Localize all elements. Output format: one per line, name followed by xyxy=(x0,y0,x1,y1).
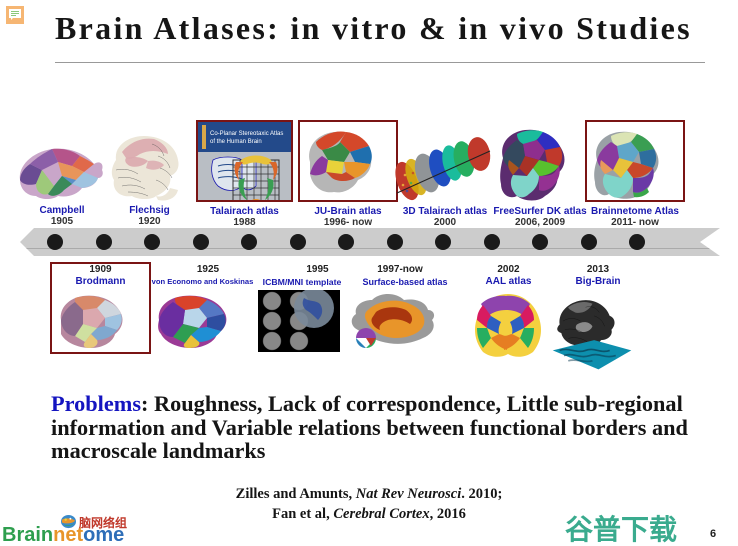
svg-text:Co-Planar Stereotaxic Atlas: Co-Planar Stereotaxic Atlas xyxy=(210,131,283,137)
svg-text:of the Human Brain: of the Human Brain xyxy=(210,139,262,145)
